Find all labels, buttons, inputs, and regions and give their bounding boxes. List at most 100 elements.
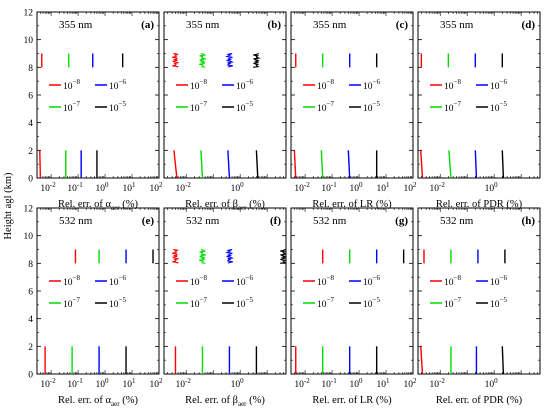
series-line-4 [501,150,505,178]
x-tick-label: 102 [404,181,418,194]
x-tick-label: 10-2 [40,181,56,194]
x-tick-label: 100 [485,181,499,194]
panel-b: 10-2 100 Rel. err. of βaer (%) 355 nm (b) 10−… [163,11,287,212]
legend-label: 10−7 [190,296,207,310]
panel-frame [417,11,541,179]
x-tick-label: 10-1 [67,377,83,390]
y-tick-label: 10 [24,36,34,46]
x-tick-label: 102 [404,377,418,390]
series-line-2 [320,150,324,178]
panel-frame [36,11,160,179]
y-tick-label: 2 [28,343,33,353]
y-tick-label: 8 [28,64,33,74]
series-group [293,53,378,178]
y-tick-label: 8 [28,260,33,270]
series-line-1 [39,150,42,178]
legend-label: 10−7 [444,100,461,114]
x-tick-label: 10-1 [67,181,83,194]
panel-letter: (a) [141,19,154,31]
x-tick-label: 10-2 [294,377,310,390]
legend-label: 10−7 [63,100,80,114]
legend-label: 10−7 [317,100,334,114]
y-tick-label: 10 [24,232,34,242]
series-line-3 [347,150,351,178]
legend-label: 10−7 [63,296,80,310]
series-line-4 [280,248,286,264]
x-axis-label: Rel. err. of PDR (%) [436,395,523,406]
series-line-1 [173,150,178,178]
x-tick-label: 10-1 [321,377,337,390]
panel-wavelength: 532 nm [186,215,220,227]
panel-letter: (c) [396,19,409,31]
legend: 10−8 10−6 10−7 10−5 [49,274,126,310]
legend-label: 10−6 [490,78,507,92]
series-line-2 [199,248,207,264]
legend-label: 10−8 [63,274,80,288]
panel-wavelength: 532 nm [440,215,474,227]
legend-label: 10−6 [236,78,253,92]
series-group [420,249,506,374]
series-line-3 [225,52,235,68]
x-tick-label: 10-2 [294,181,310,194]
x-tick-label: 100 [231,181,245,194]
y-tick-label: 6 [28,92,33,102]
panel-g: 10-2 10-1 100 101 102 Rel. err. of LR (%) 532 … [290,207,418,406]
series-group [420,53,505,178]
panel-c: 10-2 10-1 100 101 102 Rel. err. of LR (%) 355 … [290,11,418,210]
legend: 10−8 10−6 10−7 10−5 [176,274,253,310]
panel-letter: (b) [268,19,282,31]
x-tick-label: 101 [377,181,391,194]
x-tick-label: 100 [96,377,110,390]
panel-wavelength: 532 nm [313,215,347,227]
x-tick-label: 100 [350,377,364,390]
panel-frame [290,11,414,179]
legend-label: 10−6 [490,274,507,288]
series-line-4 [501,346,505,374]
y-tick-label: 2 [28,147,33,157]
x-axis-label: Rel. err. of LR (%) [312,395,392,406]
x-tick-label: 10-2 [176,181,192,194]
panel-frame [290,207,414,375]
x-tick-label: 100 [350,181,364,194]
panel-letter: (e) [142,215,155,227]
series-group [172,52,261,178]
legend-label: 10−8 [190,78,207,92]
series-line-3 [227,150,231,178]
series-line-4 [253,52,261,68]
series-group [39,53,124,178]
legend-label: 10−8 [317,274,334,288]
panel-wavelength: 355 nm [313,19,347,31]
panel-letter: (d) [522,19,536,31]
panel-wavelength: 355 nm [440,19,474,31]
legend-label: 10−8 [190,274,207,288]
series-line-2 [448,150,452,178]
series-line-1 [172,248,179,264]
y-tick-label: 12 [24,205,34,215]
x-axis-label: Rel. err. of αaer (%) [58,395,138,408]
x-tick-label: 102 [150,377,164,390]
legend-label: 10−5 [236,100,253,114]
y-tick-label: 0 [28,371,33,381]
legend-label: 10−6 [109,274,126,288]
y-axis-label: Height agl (km) [3,172,14,240]
legend-label: 10−6 [363,274,380,288]
legend-label: 10−8 [444,78,461,92]
x-axis-label: Rel. err. of LR (%) [312,199,392,210]
panel-frame [417,207,541,375]
panel-letter: (g) [395,215,408,227]
panel-e: 0 2 4 6 8 10 12 10-2 10-1 100 101 102 Rel. err. of α… [24,205,164,409]
legend-label: 10−8 [317,78,334,92]
series-line-1 [420,150,424,178]
panel-frame [36,207,160,375]
legend-label: 10−8 [444,274,461,288]
series-line-3 [225,248,235,264]
x-axis-label: Rel. err. of αaer (%) [58,199,138,212]
legend: 10−8 10−6 10−7 10−5 [430,78,507,114]
x-tick-label: 10-2 [430,181,446,194]
legend-label: 10−6 [109,78,126,92]
panel-a: 0 2 4 6 8 10 12 10-2 10-1 100 101 102 Rel. err. of α… [24,9,164,213]
legend-label: 10−5 [363,100,380,114]
x-tick-label: 101 [377,377,391,390]
legend-label: 10−5 [363,296,380,310]
